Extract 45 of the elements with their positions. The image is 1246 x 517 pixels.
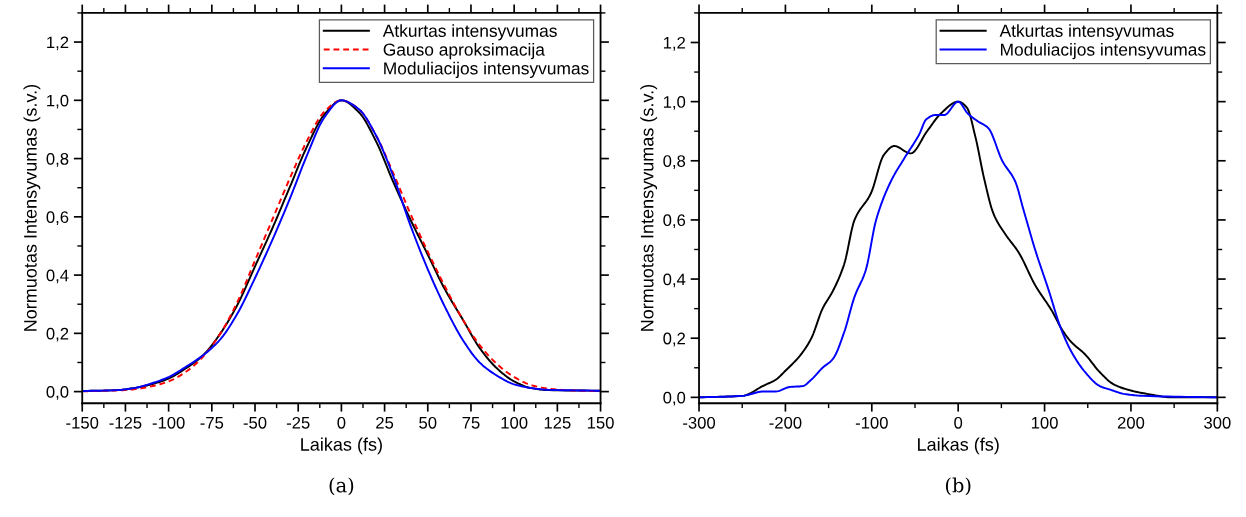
x-tick-label: 200 — [1117, 416, 1145, 429]
x-tick-label: 100 — [501, 416, 528, 429]
x-tick-label: -125 — [109, 416, 142, 429]
y-tick-label: 0,6 — [663, 214, 686, 229]
y-axis-title: Normuotas Intensyvumas (s.v.) — [23, 84, 41, 331]
text: (a) — [329, 477, 354, 496]
y-tick-label: 0,0 — [46, 386, 69, 400]
x-tick-label: -100 — [152, 416, 185, 429]
x-tick-label: -25 — [286, 416, 310, 429]
x-tick-label: -150 — [66, 416, 99, 429]
x-tick-label: -100 — [855, 416, 888, 429]
x-axis-title: Laikas (fs) — [918, 437, 999, 455]
x-tick-label: 0 — [337, 416, 346, 429]
y-tick-label: 0,0 — [663, 391, 686, 406]
x-tick-label: -300 — [683, 416, 716, 429]
x-tick-label: -50 — [243, 416, 267, 429]
y-tick-label: 0,6 — [46, 211, 69, 225]
x-tick-label: 150 — [587, 416, 614, 429]
y-tick-label: 0,8 — [663, 155, 686, 169]
y-tick-label: 0,8 — [46, 152, 69, 167]
x-tick-label: -75 — [200, 417, 224, 429]
y-tick-label: 1,2 — [47, 36, 69, 51]
y-tick-label: 0,2 — [663, 332, 685, 347]
y-tick-label: 0,4 — [663, 273, 686, 288]
legend-label: Atkurtas intensyvumas — [999, 24, 1174, 41]
y-tick-label: 0,4 — [46, 269, 69, 284]
x-axis-title: Laikas (fs) — [301, 437, 382, 455]
y-axis-title: Normuotas Intensyvumas (s.v.) — [640, 84, 658, 331]
x-tick-label: 25 — [376, 416, 394, 429]
y-tick-label: 1,0 — [47, 94, 69, 109]
legend-label: Moduliacijos intensyvumas — [1001, 43, 1206, 60]
x-tick-label: 50 — [419, 416, 437, 429]
legend-label: Atkurtas intensyvumas — [382, 24, 557, 41]
y-tick-label: 0,2 — [46, 327, 69, 342]
x-tick-label: -200 — [769, 416, 802, 429]
x-tick-label: 300 — [1204, 416, 1231, 429]
legend-label: Moduliacijos intensyvumas — [384, 61, 589, 78]
y-tick-label: 1,2 — [663, 36, 685, 51]
x-tick-label: 0 — [954, 416, 963, 429]
legend-label: Gauso aproksimacija — [383, 43, 545, 60]
text: (b) — [945, 477, 971, 496]
x-tick-label: 100 — [1031, 416, 1058, 429]
y-tick-label: 1,0 — [663, 96, 686, 110]
x-tick-label: 125 — [544, 416, 571, 429]
x-tick-label: 75 — [462, 417, 480, 429]
